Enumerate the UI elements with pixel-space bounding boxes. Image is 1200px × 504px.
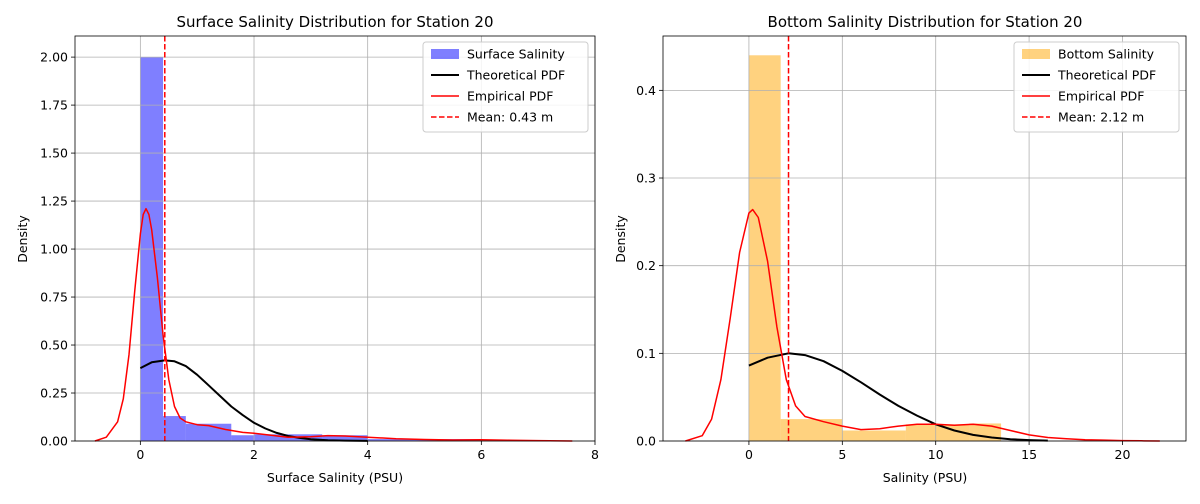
chart-2-xtick-label-3: 15 — [1021, 447, 1037, 462]
chart-2-legend-label-2: Empirical PDF — [1058, 89, 1144, 104]
chart-2-empirical-pdf-line — [685, 208, 1160, 442]
chart-2-ytick-label-0: 0.0 — [636, 434, 656, 449]
chart-2-xlabel: Salinity (PSU) — [883, 470, 968, 485]
chart-2-legend-label-3: Mean: 2.12 m — [1058, 110, 1144, 125]
chart-2-plot-area: 0 5 10 15 20 0.0 0.1 0.2 0.3 0.4 Bottom Salinity Th… — [636, 35, 1187, 462]
chart-1-legend-label-2: Empirical PDF — [467, 89, 553, 104]
chart-1-legend: Surface Salinity Theoretical PDF Empirical… — [422, 41, 589, 133]
chart-1-legend-box — [422, 41, 589, 133]
chart-1-legend-label-1: Theoretical PDF — [466, 68, 565, 83]
chart-1-legend-label-3: Mean: 0.43 m — [467, 110, 553, 125]
chart-2-xtick-label-2: 10 — [928, 447, 944, 462]
chart-2-hist-bar-1 — [780, 419, 843, 441]
chart-1-legend-label-0: Surface Salinity — [467, 47, 565, 62]
chart-1-ylabel: Density — [15, 215, 30, 263]
chart-1-ytick-label-6: 1.50 — [40, 146, 68, 161]
chart-1-theoretical-pdf-line — [139, 359, 368, 442]
chart-2-hist-bar-4 — [969, 423, 1002, 441]
chart-1-hist-bar-5 — [322, 435, 368, 441]
chart-1-xtick-label-4: 8 — [591, 447, 599, 462]
chart-1-ytick-label-7: 1.75 — [40, 98, 68, 113]
chart-2-xtick-label-0: 0 — [745, 447, 753, 462]
chart-1-ytick-label-4: 1.00 — [40, 242, 68, 257]
chart-1-ytick-label-3: 0.75 — [40, 290, 68, 305]
chart-1-ytick-label-1: 0.25 — [40, 386, 68, 401]
chart-1-legend-swatch-0 — [431, 49, 459, 59]
chart-2-legend-label-1: Theoretical PDF — [1057, 68, 1156, 83]
chart-1-title: Surface Salinity Distribution for Statio… — [176, 13, 493, 31]
chart-1-ytick-label-0: 0.00 — [40, 434, 68, 449]
chart-2-axes-frame — [662, 35, 1187, 442]
chart-2-hist-bar-2 — [842, 430, 906, 441]
chart-1-ytick-label-8: 2.00 — [40, 50, 68, 65]
chart-2-ylabel: Density — [613, 215, 628, 263]
chart-1-hist-bar-3 — [231, 435, 255, 441]
chart-1-xtick-label-2: 4 — [364, 447, 372, 462]
chart-2-xtick-label-4: 20 — [1115, 447, 1131, 462]
chart-2-hist-bar-3 — [905, 424, 970, 441]
chart-2-theoretical-pdf-line — [748, 352, 1048, 442]
chart-1-axes-frame — [74, 35, 596, 442]
chart-2-ytick-label-2: 0.2 — [636, 258, 656, 273]
chart-2-ytick-label-3: 0.3 — [636, 171, 656, 186]
chart-1-xtick-label-0: 0 — [136, 447, 144, 462]
chart-2-legend: Bottom Salinity Theoretical PDF Empirical … — [1013, 41, 1180, 133]
chart-1-xtick-label-3: 6 — [477, 447, 485, 462]
chart-2-ytick-label-4: 0.4 — [636, 83, 656, 98]
chart-1-xtick-label-1: 2 — [250, 447, 258, 462]
chart-1-plot-area: 0 2 4 6 8 0.00 0.25 0.50 0.75 1.00 1.25 1.50 1.75 2.0… — [40, 35, 599, 462]
chart-1-empirical-pdf-line — [94, 207, 573, 442]
chart-1-ytick-label-5: 1.25 — [40, 194, 68, 209]
chart-1-hist-bar-1 — [163, 416, 186, 441]
chart-2-legend-swatch-0 — [1022, 49, 1050, 59]
chart-2-xtick-label-1: 5 — [838, 447, 846, 462]
chart-1-xlabel: Surface Salinity (PSU) — [267, 470, 403, 485]
chart-2-legend-label-0: Bottom Salinity — [1058, 47, 1155, 62]
chart-2-legend-box — [1013, 41, 1180, 133]
chart-1-ytick-label-2: 0.50 — [40, 338, 68, 353]
chart-2-ytick-label-1: 0.1 — [636, 346, 656, 361]
chart-2-title: Bottom Salinity Distribution for Station… — [768, 13, 1083, 31]
